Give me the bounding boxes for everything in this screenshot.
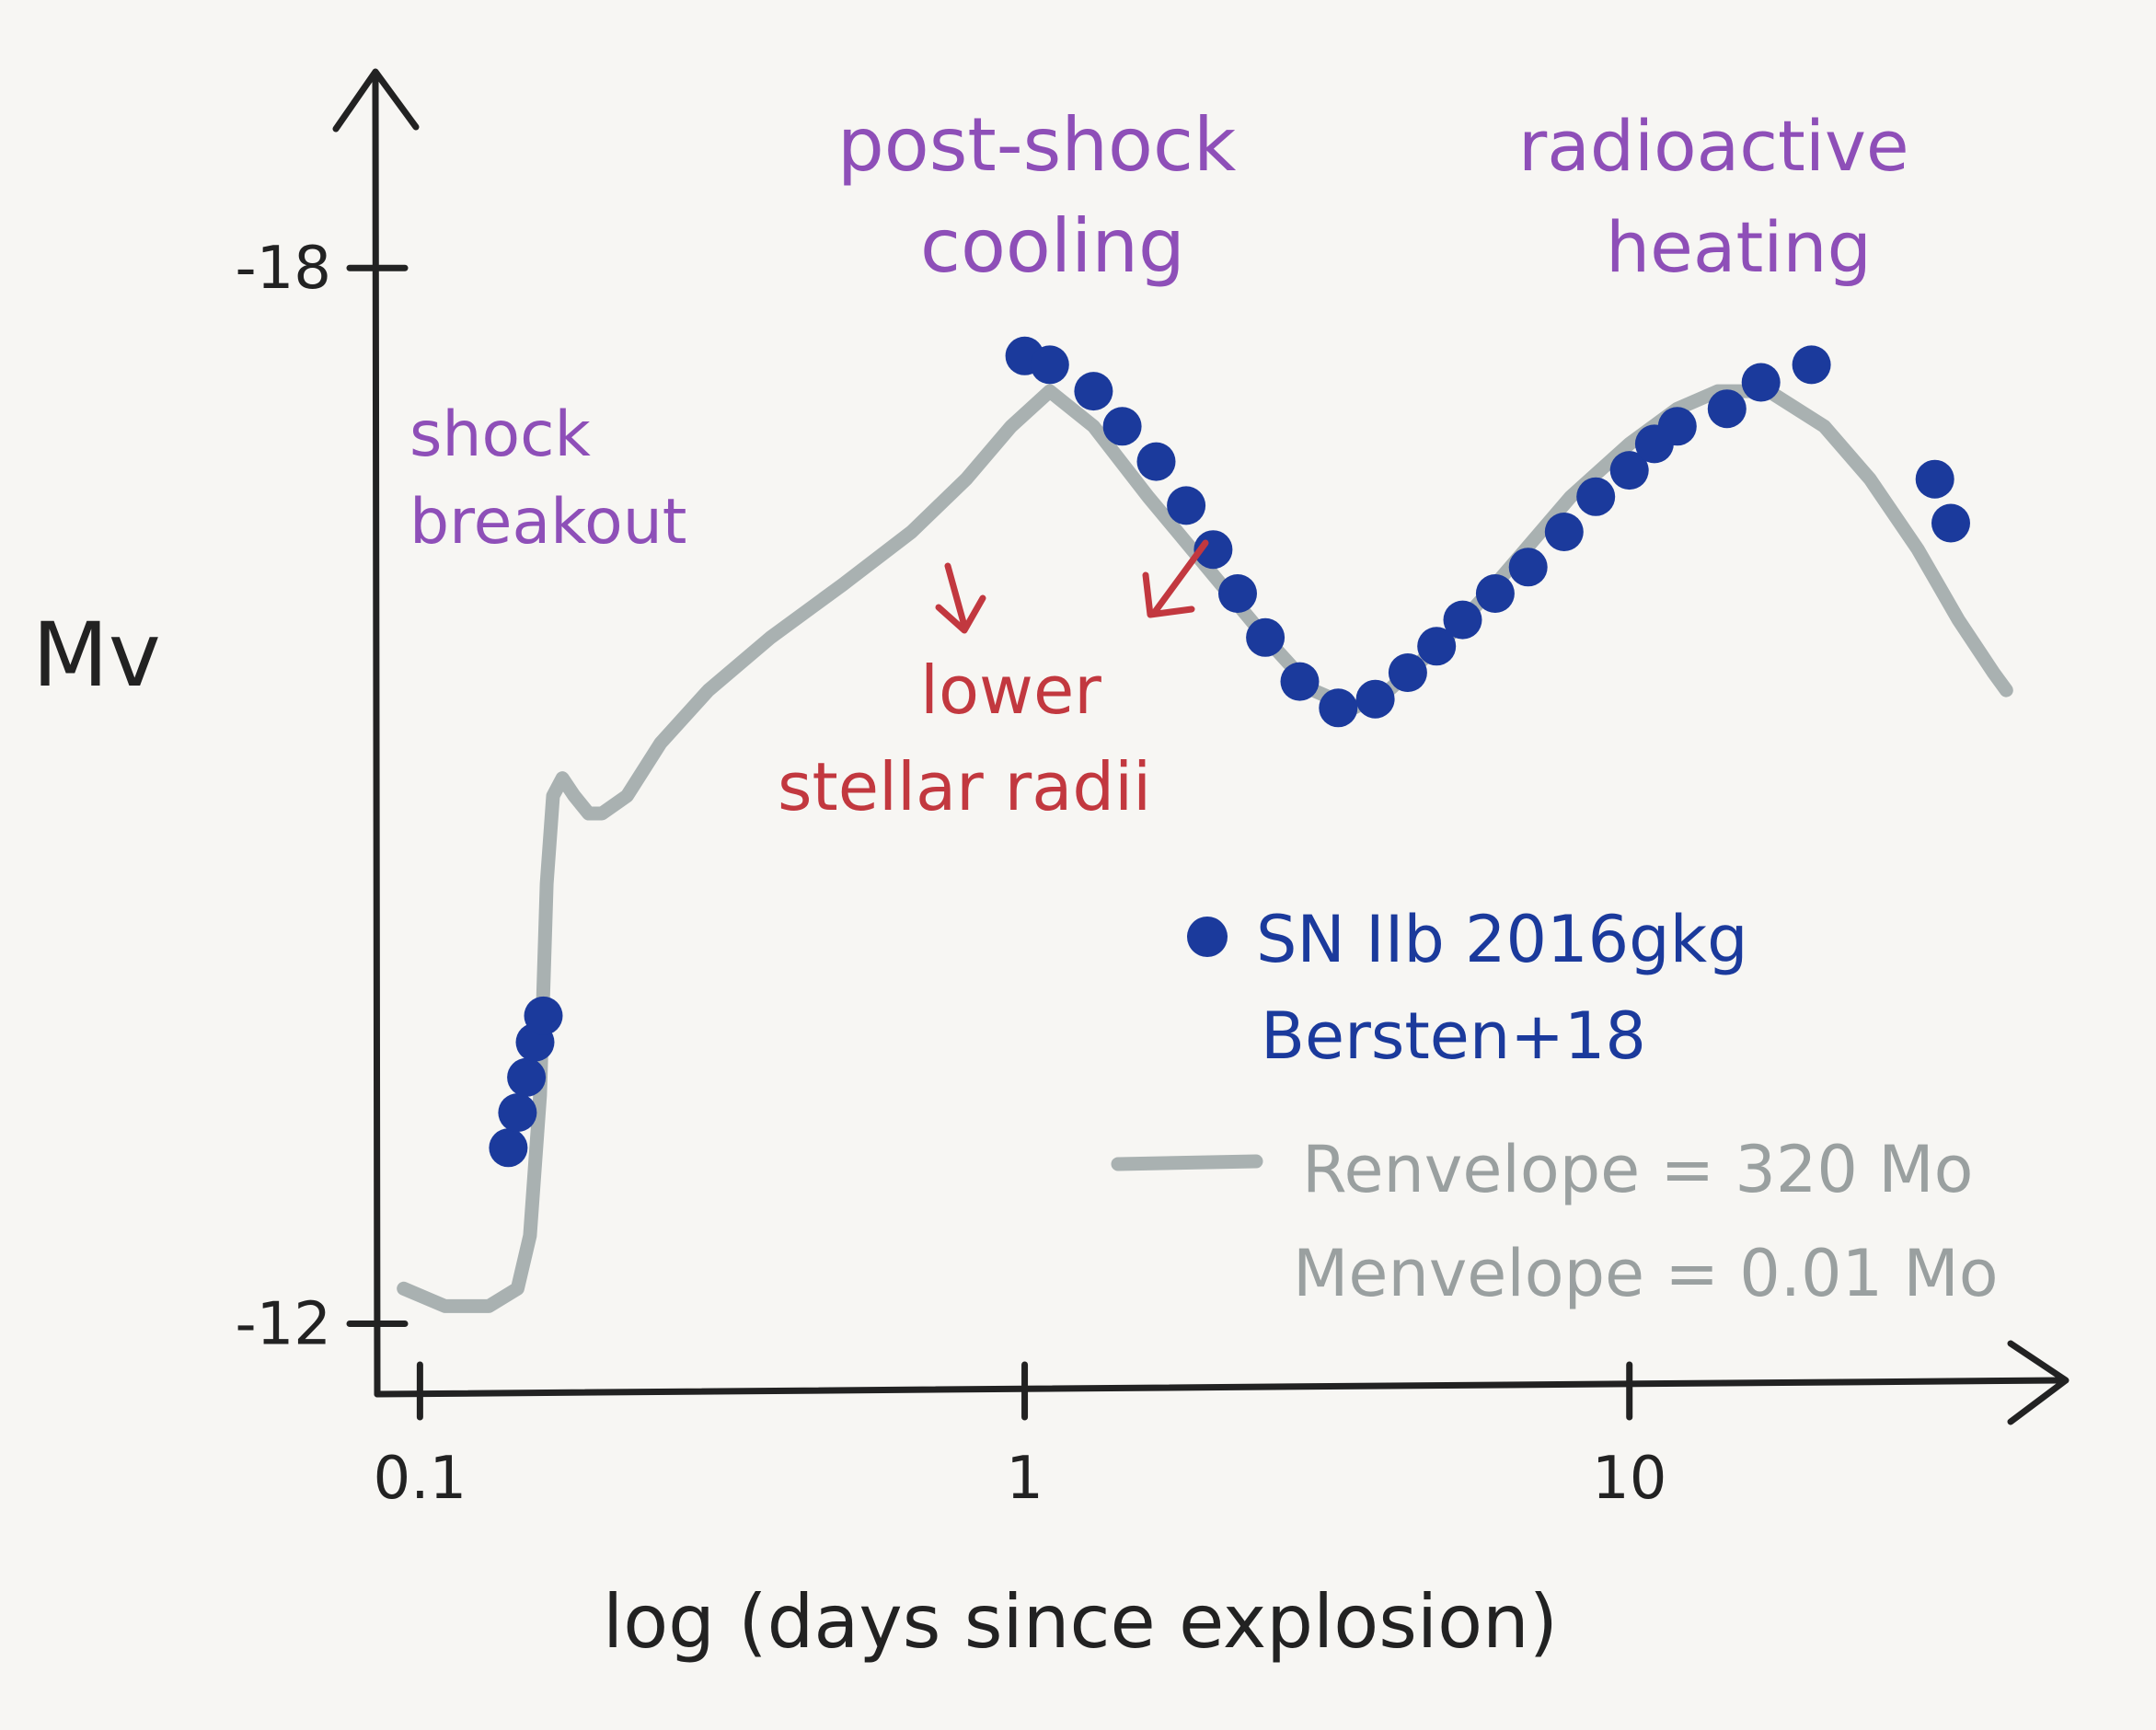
annotation-shock-breakout-line1: shock	[409, 398, 592, 471]
data-point	[1218, 574, 1257, 613]
data-point	[1792, 345, 1831, 385]
x-tick-label: 1	[1006, 1445, 1043, 1513]
annotation-lower-radii-line2: stellar radii	[778, 748, 1151, 825]
data-point	[1388, 653, 1427, 692]
legend-data-marker	[1187, 917, 1228, 957]
data-point	[1741, 363, 1781, 402]
data-point	[507, 1057, 547, 1097]
annotation-post-shock-cooling-line2: cooling	[920, 203, 1185, 289]
data-point	[1355, 679, 1395, 719]
x-tick-label: 10	[1592, 1445, 1666, 1513]
y-axis-arrowhead	[332, 68, 420, 133]
legend-model-marker	[1111, 1154, 1263, 1171]
legend-model-label-line1: Renvelope = 320 Mo	[1302, 1132, 1973, 1207]
annotation-radioactive-heating-line1: radioactive	[1518, 105, 1909, 187]
data-point	[1102, 407, 1142, 446]
data-point	[1280, 662, 1320, 701]
data-point	[1319, 688, 1358, 728]
legend-data-label-line1: SN IIb 2016gkg	[1256, 902, 1748, 977]
annotation-post-shock-cooling-line1: post-shock	[837, 102, 1237, 188]
annotation-post-shock-cooling: post-shock cooling	[837, 102, 1260, 289]
data-point	[1417, 627, 1457, 666]
data-point	[1576, 477, 1616, 516]
data-point	[1915, 459, 1954, 499]
data-point	[1136, 442, 1176, 481]
annotation-shock-breakout-line2: breakout	[409, 486, 686, 559]
arrow-down-left-icon	[1142, 539, 1209, 618]
y-tick-label: -18	[235, 235, 331, 303]
axes	[332, 68, 2070, 1425]
x-axis-line	[374, 1377, 2065, 1398]
data-point	[498, 1093, 537, 1133]
y-axis-line	[372, 75, 381, 1398]
y-tick-label: -12	[235, 1291, 331, 1359]
data-point	[1167, 486, 1206, 525]
data-points	[489, 336, 1970, 1168]
legend: SN IIb 2016gkg Bersten+18 Renvelope = 32…	[1111, 902, 1999, 1311]
data-point	[1030, 345, 1069, 385]
ticks: 0.1 1 10 -18 -12	[235, 235, 1666, 1513]
legend-data-label-line2: Bersten+18	[1261, 998, 1646, 1074]
annotation-radioactive-heating-line2: heating	[1606, 206, 1872, 288]
x-axis-arrowhead	[2007, 1340, 2070, 1425]
data-point	[1931, 503, 1970, 543]
data-point	[1707, 389, 1747, 429]
annotation-lower-radii: lower stellar radii	[778, 652, 1151, 825]
annotation-lower-radii-line1: lower	[920, 652, 1101, 729]
data-point	[1544, 513, 1584, 551]
data-point	[489, 1128, 528, 1168]
data-point	[1508, 548, 1548, 587]
legend-model-label-line2: Menvelope = 0.01 Mo	[1293, 1236, 1999, 1311]
data-point	[1074, 372, 1113, 411]
data-point	[1246, 617, 1286, 657]
data-point	[524, 996, 563, 1035]
data-point	[1475, 574, 1515, 613]
x-tick-label: 0.1	[373, 1445, 467, 1513]
data-point	[1657, 407, 1697, 446]
data-point	[1609, 451, 1649, 490]
y-axis-label: Mv	[32, 604, 161, 707]
x-axis-label: log (days since explosion)	[603, 1579, 1558, 1665]
data-point	[1193, 530, 1233, 570]
annotation-shock-breakout: shock breakout	[409, 398, 686, 559]
arrow-down-icon	[935, 562, 986, 634]
data-point	[1443, 600, 1482, 640]
annotation-radioactive-heating: radioactive heating	[1518, 105, 1931, 288]
